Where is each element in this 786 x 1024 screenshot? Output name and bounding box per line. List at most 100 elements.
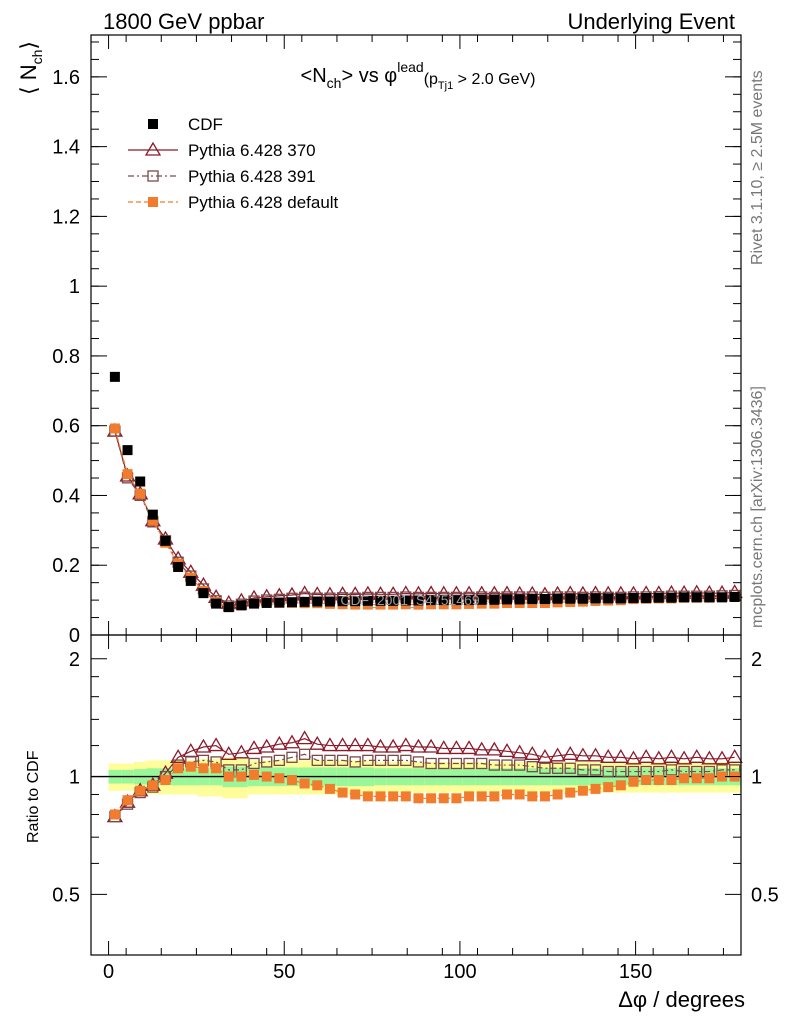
pdef-ratio-point: [641, 774, 652, 785]
p370-ratio-point: [347, 737, 364, 752]
p370-ratio-point: [410, 738, 427, 753]
pdef-ratio-point: [514, 789, 525, 800]
p391-ratio-point: [665, 764, 678, 776]
p370-ratio-point: [663, 749, 680, 763]
p370-ratio-point: [473, 741, 490, 756]
pdef-ratio-point: [539, 791, 550, 802]
cdf-point: [147, 509, 158, 520]
pdef-ratio-point: [628, 776, 639, 787]
cdf-point: [261, 597, 272, 608]
p391-ratio-point: [311, 754, 323, 767]
p370-ratio-point: [486, 741, 503, 756]
p391-ratio-point: [513, 759, 526, 771]
legend: CDF Pythia 6.428 370 Pythia 6.428 391 Pythi…: [128, 115, 339, 212]
cdf-point: [173, 561, 184, 572]
ratio-tick-label: 1: [69, 767, 80, 789]
pdef-ratio-point: [337, 787, 348, 798]
p391-ratio-point: [298, 748, 311, 760]
pdef-ratio-point: [489, 791, 500, 802]
p370-ratio-point: [385, 738, 402, 753]
p370-ratio-point: [612, 749, 629, 763]
pdef-ratio-point: [527, 791, 538, 802]
pdef-ratio-point: [388, 791, 399, 802]
cdf-point: [615, 593, 626, 604]
p370-line-ratio: [114, 737, 735, 818]
y-tick-label: 1.2: [52, 206, 80, 228]
cdf-point: [476, 594, 487, 605]
pdef-ratio-point: [299, 778, 310, 789]
legend-marker-pdef: [148, 197, 158, 207]
cdf-point: [350, 596, 361, 607]
cdf-point: [691, 592, 702, 603]
p370-ratio-point: [435, 740, 452, 755]
cdf-point: [337, 596, 348, 607]
ratio-tick-label: 2: [69, 649, 80, 671]
x-tick-label: 0: [103, 961, 114, 983]
pdef-ratio-point: [135, 785, 146, 796]
p391-ratio-point: [602, 765, 614, 778]
mcplots-label: mcplots.cern.ch [arXiv:1306.3436]: [749, 386, 766, 628]
cdf-point: [590, 593, 601, 604]
p391-ratio-point: [438, 757, 450, 770]
pdef-ratio-point: [666, 774, 677, 785]
pdef-ratio-point: [375, 791, 386, 802]
ratio-tick-label: 0.5: [52, 884, 80, 906]
pdef-ratio-point: [109, 809, 120, 820]
pdef-ratio-point: [603, 782, 614, 793]
pdef-ratio-point: [502, 789, 512, 800]
legend-label-cdf: CDF: [188, 115, 223, 134]
pdef-ratio-point: [198, 763, 209, 774]
p391-ratio-point: [627, 765, 640, 778]
y-tick-label: 1: [69, 276, 80, 298]
p391-ratio-point: [551, 762, 564, 774]
cdf-point: [223, 602, 234, 613]
x-tick-label: 50: [273, 961, 295, 983]
pdef-ratio-point: [615, 780, 626, 791]
pdef-ratio-point: [223, 771, 234, 782]
pdef-ratio-point: [185, 761, 196, 772]
pdef-ratio-point: [438, 793, 449, 804]
pdef-ratio-point: [552, 789, 563, 800]
plot-title: <Nch> vs φlead(pTj1 > 2.0 GeV): [301, 59, 536, 92]
y-tick-label: 0.8: [52, 346, 80, 368]
rivet-label: Rivet 3.1.10, ≥ 2.5M events: [749, 70, 766, 265]
p370-ratio-point: [587, 747, 604, 762]
legend-label-pdef: Pythia 6.428 default: [188, 193, 339, 212]
pdef-ratio-point: [717, 771, 728, 782]
p391-ratio-point: [324, 754, 336, 767]
header-right: Underlying Event: [567, 9, 735, 34]
p370-ratio-point: [245, 740, 263, 755]
p370-ratio-point: [448, 740, 465, 755]
p370-ratio-point: [233, 744, 250, 759]
cdf-point: [438, 595, 449, 606]
p391-ratio-point: [336, 754, 349, 767]
p370-ratio-point: [562, 746, 579, 760]
p391-ratio-point: [425, 757, 437, 770]
p391-ratio-point: [577, 764, 589, 776]
pdef-point: [147, 515, 158, 526]
p370-ratio-point: [334, 737, 351, 752]
pdef-ratio-point: [350, 789, 361, 800]
cdf-point: [160, 535, 171, 546]
title-mid: > vs φ: [341, 65, 397, 87]
ratio-y-axis-label: Ratio to CDF: [25, 750, 42, 843]
cdf-point: [527, 594, 538, 605]
cdf-point: [122, 445, 133, 456]
p370-ratio-point: [195, 738, 212, 753]
x-axis-label: Δφ / degrees: [618, 987, 745, 1012]
cdf-point: [717, 592, 728, 603]
p370-ratio-point: [638, 749, 655, 763]
cdf-point: [679, 592, 690, 603]
cdf-point: [539, 594, 550, 605]
p370-ratio-point: [524, 746, 541, 760]
pdef-ratio-point: [147, 780, 158, 791]
cdf-point: [198, 588, 209, 599]
p370-ratio-point: [726, 749, 743, 763]
cdf-point: [388, 595, 399, 606]
pdef-ratio-point: [464, 791, 475, 802]
ylabel-sub: ch: [29, 50, 45, 65]
analysis-watermark: CDF_2001_S4751469: [340, 592, 480, 608]
p391-ratio-point: [349, 756, 361, 768]
cdf-point: [451, 595, 462, 606]
y-tick-label: 1.6: [52, 67, 80, 89]
